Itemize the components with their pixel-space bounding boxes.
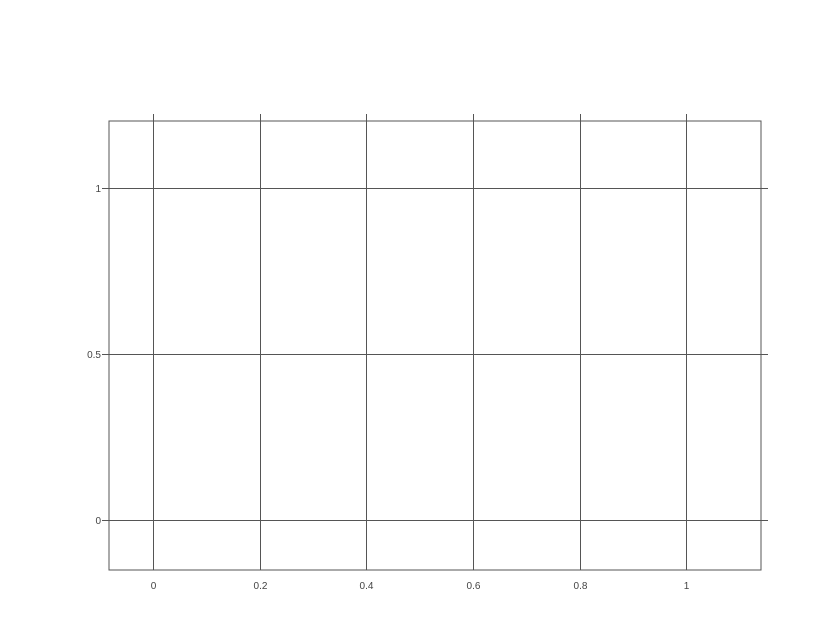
y-tick-label: 0 [95,516,101,527]
x-tick-label: 0.4 [360,581,374,592]
x-tick-label: 0.8 [574,581,588,592]
x-tick-label: 0.2 [254,581,268,592]
y-axis-ticks: 00.51 [87,184,101,527]
x-axis-ticks: 0 0.2 0.4 0.6 0.8 1 [151,581,690,592]
plot-frame [108,120,762,571]
y-tick-label: 0.5 [87,350,101,361]
x-tick-label: 0 [151,581,157,592]
x-tick-label: 0.6 [467,581,481,592]
grid-layer [102,114,768,570]
y-tick-label: 1 [95,184,101,195]
x-tick-label: 1 [684,581,690,592]
